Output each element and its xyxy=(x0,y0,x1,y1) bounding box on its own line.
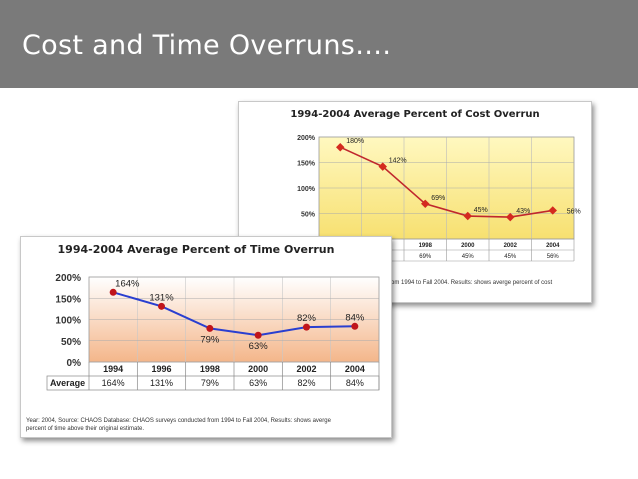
cost-y-tick-label: 50% xyxy=(301,212,316,219)
time-data-label: 79% xyxy=(200,334,220,345)
time-table-header: 1998 xyxy=(200,364,220,374)
cost-data-point xyxy=(336,142,345,152)
time-y-tick-label: 200% xyxy=(55,273,81,284)
time-table-value: 79% xyxy=(201,378,219,388)
cost-table-value: 45% xyxy=(504,254,517,260)
time-chart-title: 1994-2004 Average Percent of Time Overru… xyxy=(58,243,335,256)
cost-y-tick-label: 200% xyxy=(297,135,316,142)
cost-series-line xyxy=(339,146,553,218)
time-data-label: 82% xyxy=(297,313,317,324)
time-overrun-chart: 1994-2004 Average Percent of Time Overru… xyxy=(46,243,380,391)
cost-table-header: 2004 xyxy=(546,243,560,249)
time-data-point xyxy=(303,323,310,331)
time-y-tick-label: 100% xyxy=(55,316,81,327)
time-y-tick-label: 0% xyxy=(67,358,82,369)
cost-y-tick-label: 150% xyxy=(297,161,316,168)
cost-data-label: 56% xyxy=(567,208,581,215)
cost-data-label: 45% xyxy=(474,207,488,214)
time-y-tick-label: 50% xyxy=(61,337,81,348)
cost-table-header: 1998 xyxy=(419,243,433,249)
time-table-header: 2002 xyxy=(296,364,316,374)
time-data-point xyxy=(351,322,359,330)
time-table-value: 63% xyxy=(249,378,267,388)
time-y-tick-label: 150% xyxy=(55,294,81,305)
cost-y-tick-label: 100% xyxy=(297,186,316,193)
title-bar: Cost and Time Overruns…. xyxy=(0,0,638,88)
time-chart-note-line-2: percent of time above their original est… xyxy=(26,426,145,432)
cost-data-label: 69% xyxy=(431,195,445,202)
cost-data-point xyxy=(421,199,430,209)
cost-table-header: 2002 xyxy=(504,243,518,249)
time-data-point xyxy=(158,302,165,310)
time-data-label: 84% xyxy=(345,312,365,323)
time-table-value: 84% xyxy=(346,378,364,388)
time-overrun-chart-panel: 1994-2004 Average Percent of Time Overru… xyxy=(20,236,392,438)
cost-overrun-chart: 1994-2004 Average Percent of Cost Overru… xyxy=(290,109,581,262)
time-series-line xyxy=(112,291,355,337)
slide-title: Cost and Time Overruns…. xyxy=(22,30,392,61)
time-data-point xyxy=(109,288,117,296)
cost-data-point xyxy=(463,211,472,221)
cost-data-label: 180% xyxy=(346,138,364,145)
time-table-value: 131% xyxy=(150,378,173,388)
time-data-label: 63% xyxy=(249,341,269,352)
cost-table-value: 56% xyxy=(547,254,560,260)
time-data-label: 131% xyxy=(149,292,174,303)
time-data-label: 164% xyxy=(115,278,140,289)
time-table-header: 1996 xyxy=(151,364,171,374)
time-table-header: 2000 xyxy=(248,364,268,374)
time-data-point xyxy=(254,331,262,339)
cost-table-value: 45% xyxy=(462,254,475,260)
cost-data-label: 142% xyxy=(389,158,407,165)
cost-data-point xyxy=(378,162,387,171)
time-table-row-label: Average xyxy=(50,378,85,388)
cost-table-value: 69% xyxy=(419,254,432,260)
time-table-header: 2004 xyxy=(345,364,365,374)
cost-data-label: 43% xyxy=(516,208,530,215)
cost-table-header: 2000 xyxy=(461,243,475,249)
time-table-header: 1994 xyxy=(103,364,123,374)
cost-chart-note: onducted from 1994 to Fall 2004. Results… xyxy=(361,280,553,286)
cost-chart-title: 1994-2004 Average Percent of Cost Overru… xyxy=(290,109,539,120)
time-table-value: 164% xyxy=(102,378,125,388)
time-data-point xyxy=(206,324,214,332)
time-table-value: 82% xyxy=(297,378,315,388)
time-chart-note-line-1: Year: 2004, Source: CHAOS Database: CHAO… xyxy=(26,418,331,424)
